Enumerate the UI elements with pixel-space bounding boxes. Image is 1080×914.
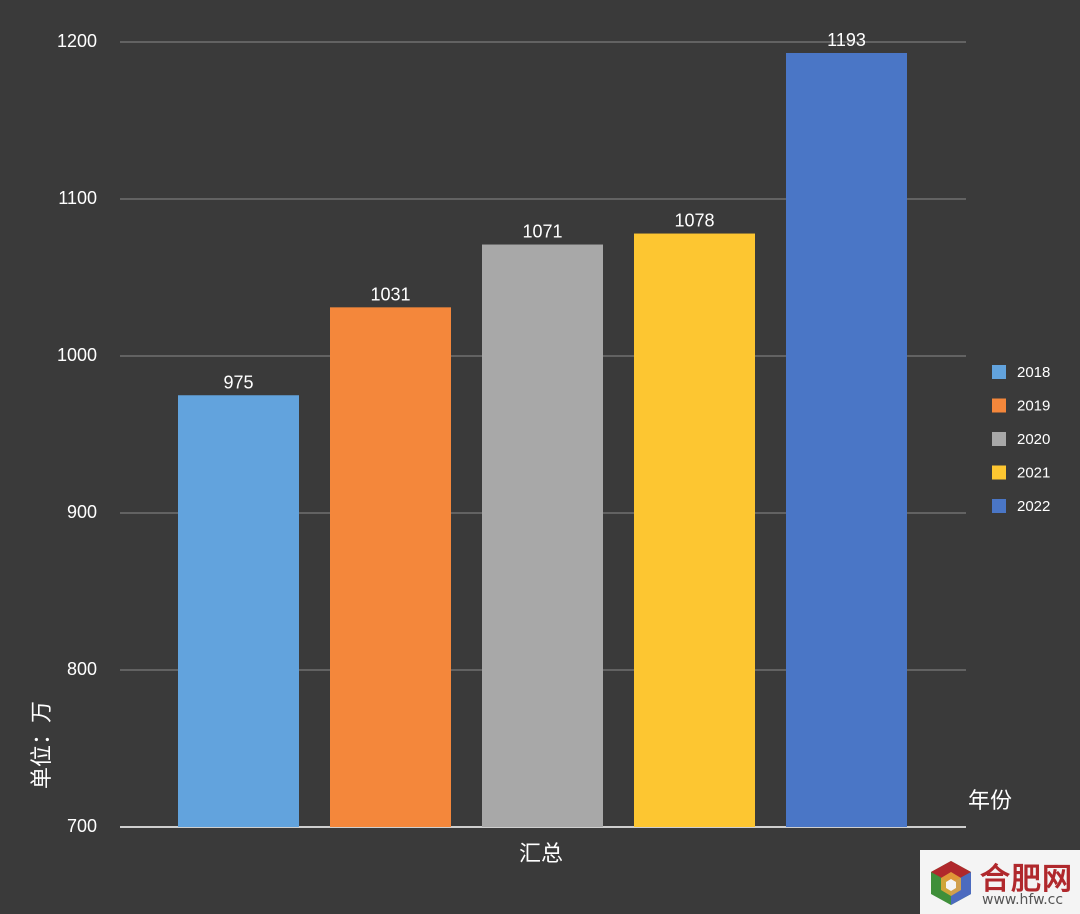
bar-2022 (786, 52, 907, 828)
bars (178, 52, 907, 828)
y-tick-label: 800 (67, 659, 97, 679)
legend-label-2021: 2021 (1017, 464, 1050, 481)
legend-label-2022: 2022 (1017, 498, 1050, 515)
legend-title: 年份 (968, 789, 1012, 814)
bar-2018 (178, 395, 299, 827)
legend-swatch-2021 (992, 465, 1006, 480)
y-tick-label: 1100 (58, 188, 97, 208)
y-axis-ticks: 700 800 900 1000 1100 1200 (57, 31, 97, 836)
legend-swatch-2018 (992, 365, 1006, 379)
watermark: 合肥网 www.hfw.cc (920, 850, 1080, 914)
legend-swatch-2022 (992, 499, 1006, 513)
watermark-url: www.hfw.cc (982, 892, 1064, 908)
watermark-name: 合肥网 (980, 862, 1073, 897)
data-label-2019: 1031 (370, 284, 410, 304)
data-label-2022: 1193 (827, 30, 866, 50)
bar-2020 (482, 244, 603, 827)
y-tick-label: 700 (67, 816, 97, 836)
y-tick-label: 900 (67, 502, 97, 522)
bar-2019 (330, 307, 451, 828)
y-axis-title: 单位：万 (30, 701, 55, 789)
y-tick-label: 1000 (57, 345, 97, 365)
data-label-2021: 1078 (674, 211, 714, 231)
hfw-logo-icon (931, 861, 971, 905)
x-category-label: 汇总 (519, 842, 563, 867)
data-labels: 975 1031 1071 1078 1193 (223, 30, 865, 392)
data-label-2020: 1071 (522, 222, 562, 242)
legend: 2018 2019 2020 2021 2022 (992, 364, 1050, 515)
legend-label-2020: 2020 (1017, 431, 1050, 448)
data-label-2018: 975 (223, 372, 253, 392)
legend-label-2018: 2018 (1017, 364, 1050, 381)
legend-label-2019: 2019 (1017, 397, 1050, 414)
legend-swatch-2020 (992, 432, 1006, 446)
y-tick-label: 1200 (57, 31, 97, 51)
bar-2021 (634, 233, 755, 828)
legend-swatch-2019 (992, 398, 1006, 413)
